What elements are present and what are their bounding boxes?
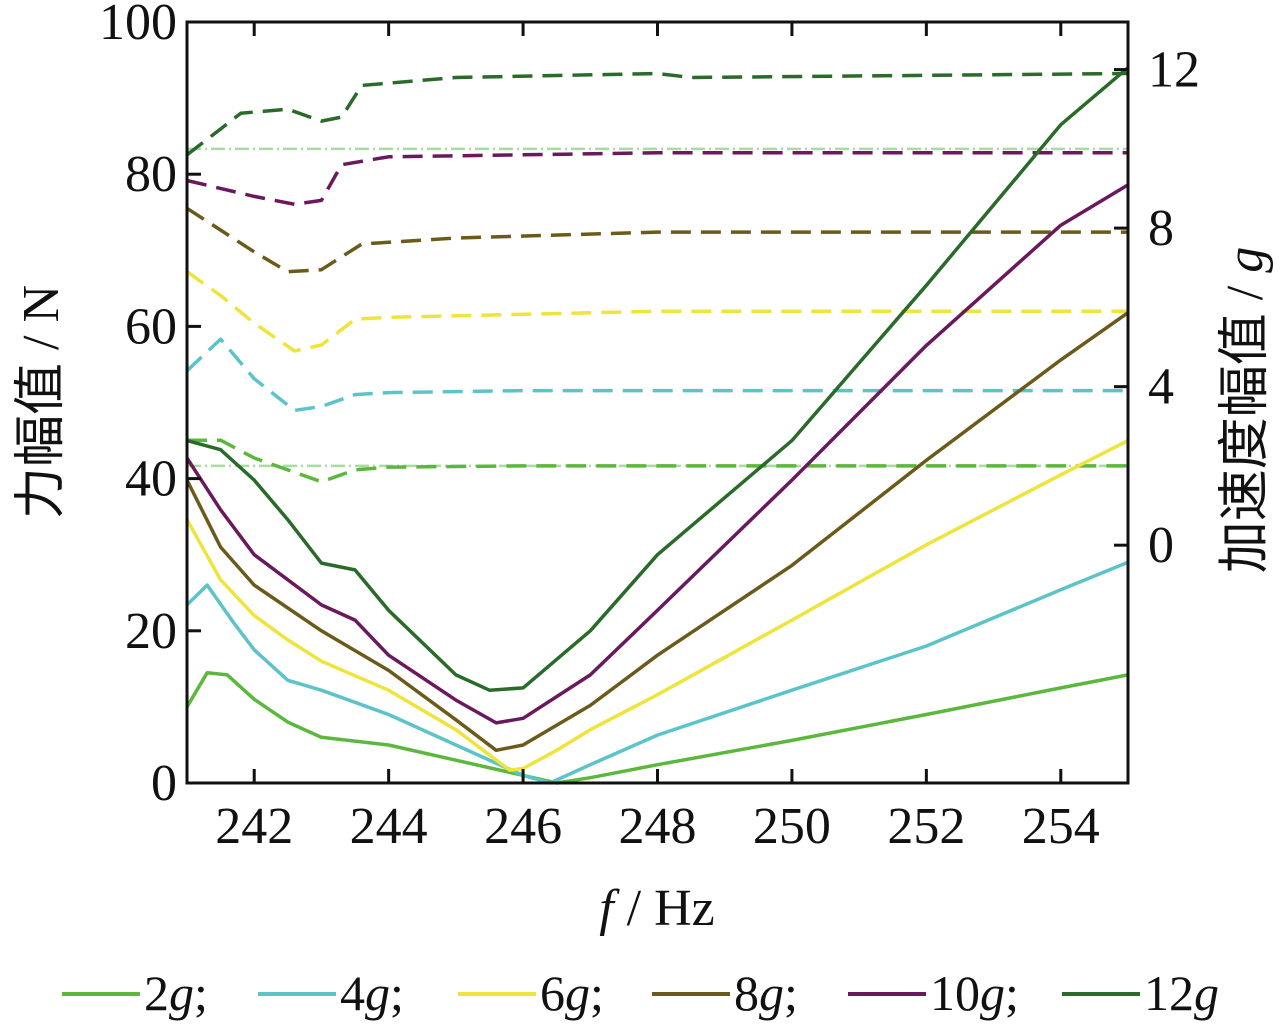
y-tick-label: 40 (125, 451, 177, 508)
axis-ticks: 242 244 246 248 250 252 254 0 20 40 60 80 100 0 4 8 12 (99, 0, 1200, 855)
legend: 2g; 4g; 6g; 8g; 10g; 12g (62, 965, 1219, 1021)
x-tick-label: 254 (1022, 798, 1100, 855)
force-line-8g (185, 311, 1130, 753)
y2-tick-label: 8 (1148, 200, 1174, 257)
legend-label-2g: 2g; (144, 965, 208, 1021)
reference-lines (187, 147, 1128, 468)
force-series (185, 66, 1130, 785)
y2-tick-label: 0 (1148, 517, 1174, 574)
acceleration-series (185, 71, 1129, 484)
force-line-6g (185, 439, 1129, 772)
x-tick-label: 248 (619, 798, 697, 855)
y-tick-label: 0 (151, 755, 177, 812)
accel-line-2g (187, 438, 1128, 484)
accel-line-6g (185, 270, 1128, 353)
legend-label-4g: 4g; (340, 965, 404, 1021)
force-line-4g (185, 560, 1129, 785)
x-axis-label: f / Hz (599, 880, 715, 937)
y-tick-label: 100 (99, 0, 177, 51)
legend-label-12g: 12g (1144, 965, 1219, 1021)
x-tick-label: 244 (350, 798, 428, 855)
x-tick-label: 250 (753, 798, 831, 855)
force-line-2g (185, 670, 1129, 785)
y-tick-label: 60 (125, 298, 177, 355)
accel-line-10g (186, 151, 1128, 207)
y-tick-label: 80 (125, 146, 177, 203)
x-tick-label: 252 (887, 798, 965, 855)
accel-line-12g (185, 71, 1129, 157)
force-line-12g (186, 66, 1130, 692)
legend-label-6g: 6g; (540, 965, 604, 1021)
legend-label-10g: 10g; (930, 965, 1019, 1021)
accel-line-4g (185, 337, 1128, 413)
y2-tick-label: 12 (1148, 42, 1200, 99)
force-line-10g (185, 183, 1129, 725)
accel-line-8g (186, 206, 1128, 274)
y-axis-label: 力幅值 / N (13, 285, 70, 519)
y2-tick-label: 4 (1148, 359, 1174, 416)
y2-axis-label: 加速度幅值 / g (1217, 247, 1274, 573)
y-tick-label: 20 (125, 603, 177, 660)
x-tick-label: 242 (215, 798, 293, 855)
x-tick-label: 246 (484, 798, 562, 855)
legend-label-8g: 8g; (734, 965, 798, 1021)
